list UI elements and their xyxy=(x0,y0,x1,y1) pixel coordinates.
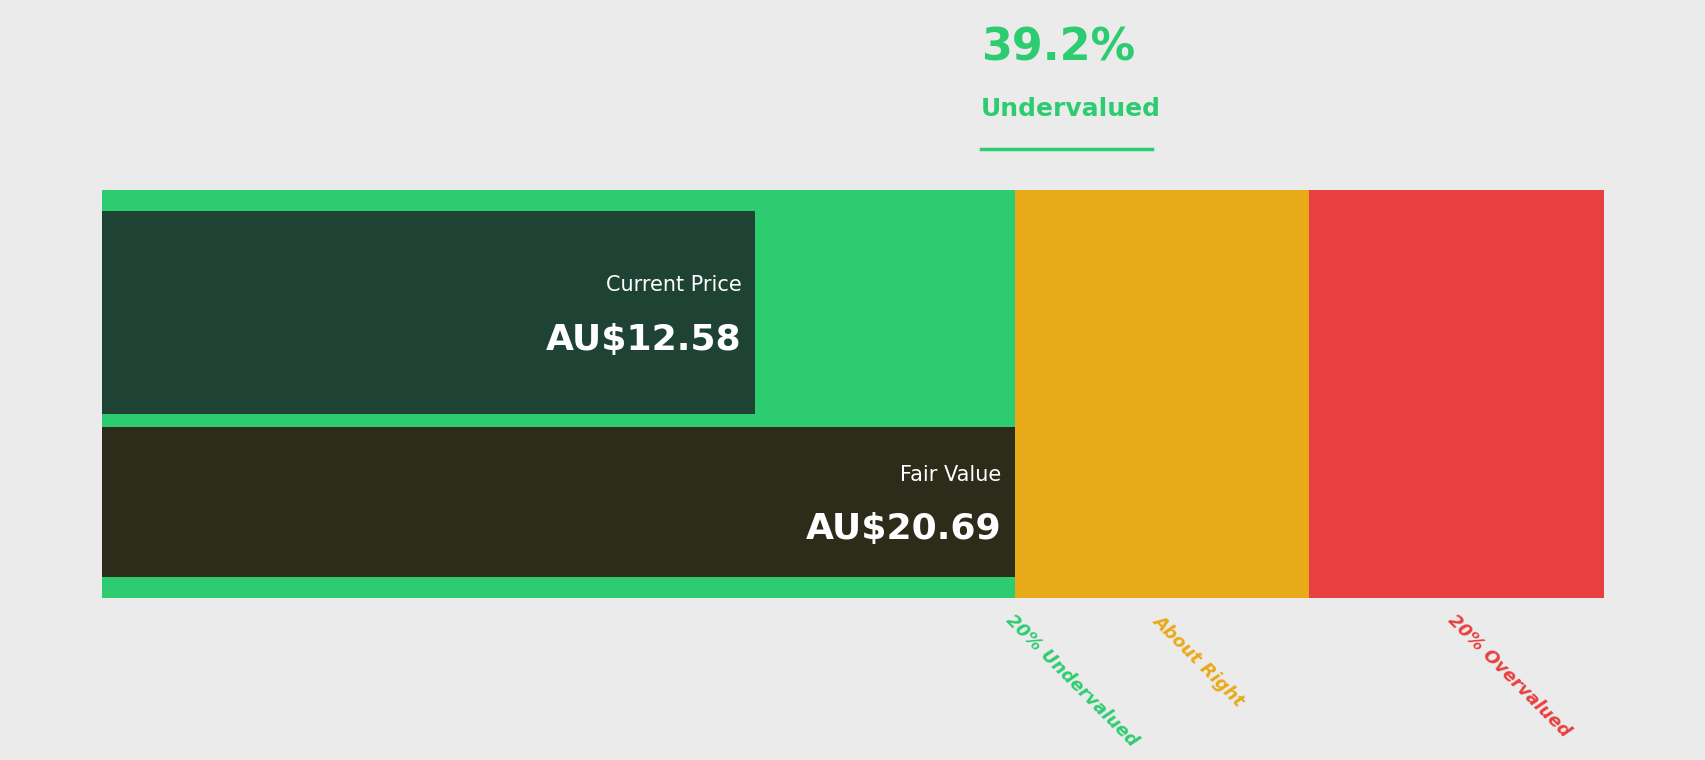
Text: 20% Overvalued: 20% Overvalued xyxy=(1442,612,1572,741)
Bar xyxy=(1014,190,1309,598)
Text: About Right: About Right xyxy=(1149,612,1248,710)
Text: 39.2%: 39.2% xyxy=(980,26,1134,69)
Text: Fair Value: Fair Value xyxy=(900,465,1001,485)
Text: 20% Undervalued: 20% Undervalued xyxy=(1003,612,1141,751)
Text: AU$12.58: AU$12.58 xyxy=(546,323,742,356)
Bar xyxy=(102,190,1014,598)
Bar xyxy=(102,211,755,414)
Bar xyxy=(1309,190,1603,598)
Bar xyxy=(102,426,1014,578)
Text: AU$20.69: AU$20.69 xyxy=(805,512,1001,546)
Text: Undervalued: Undervalued xyxy=(980,97,1161,121)
Text: Current Price: Current Price xyxy=(605,275,742,296)
